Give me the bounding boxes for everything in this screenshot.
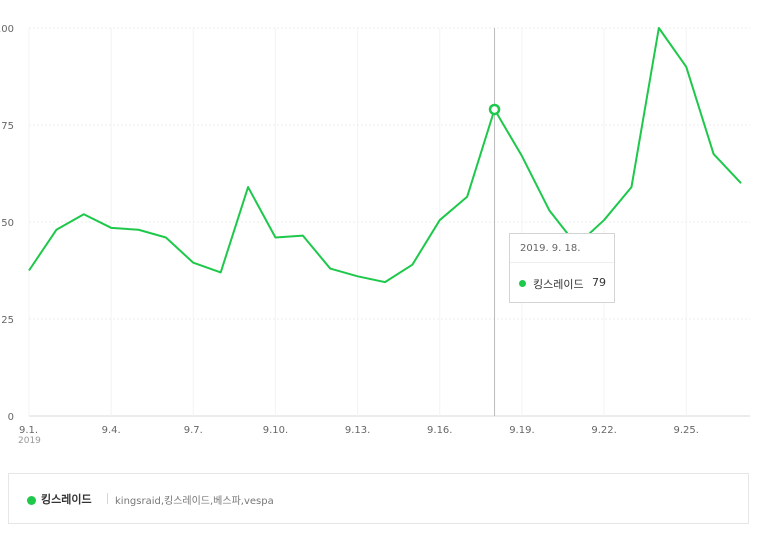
data-point [164, 236, 168, 240]
data-point [520, 154, 524, 158]
grid-lines [28, 27, 750, 417]
y-axis: 0 25 50 75 100 [0, 24, 14, 423]
data-point [657, 26, 661, 30]
line-chart: 0255075100 9.1.9.4.9.7.9.10.9.13.9.16.9.… [0, 24, 750, 446]
data-point [301, 234, 305, 238]
tooltip-series-dot [519, 279, 526, 287]
data-point [137, 228, 141, 232]
x-axis: 9.1. 9.4. 9.7. 9.10. 9.13. 9.16. 9.19. 9.22. 9.2… [18, 425, 699, 446]
x-tick-year-label: 2019 [18, 436, 41, 446]
hover-marker[interactable] [488, 103, 501, 116]
data-point [465, 195, 469, 199]
data-point [356, 274, 360, 278]
x-tick-label: 9.16. [427, 425, 452, 436]
data-point [328, 267, 332, 271]
x-tick-label: 9.1. [19, 425, 38, 436]
legend-separator [107, 493, 108, 504]
tooltip-date: 2019. 9. 18. [510, 234, 614, 263]
tooltip-value: 79 [592, 276, 606, 289]
y-tick-label: 50 [1, 218, 14, 229]
tooltip-series-name: 킹스레이드 [533, 278, 584, 291]
legend-series-name[interactable]: 킹스레이드 [41, 493, 92, 506]
data-point [739, 181, 743, 185]
tooltip: 2019. 9. 18. 킹스레이드 79 [509, 233, 615, 303]
data-point [684, 65, 688, 69]
data-point [219, 270, 223, 274]
series-line-kingsraid [28, 27, 742, 284]
data-point [191, 261, 195, 265]
x-tick-label: 9.7. [184, 425, 203, 436]
data-point [246, 185, 250, 189]
data-point [712, 152, 716, 156]
data-point [547, 208, 551, 212]
legend: 킹스레이드 kingsraid,킹스레이드,베스파,vespa [8, 473, 749, 524]
x-tick-label: 9.13. [345, 425, 370, 436]
x-tick-label: 9.10. [263, 425, 288, 436]
x-tick-label: 9.22. [591, 425, 616, 436]
data-point [629, 185, 633, 189]
data-points [27, 26, 743, 284]
legend-series-dot [27, 496, 36, 505]
data-point [109, 226, 113, 230]
data-point [410, 263, 414, 267]
data-point [273, 236, 277, 240]
x-tick-label: 9.25. [674, 425, 699, 436]
y-tick-label: 75 [1, 121, 14, 132]
x-tick-label: 9.19. [509, 425, 534, 436]
tooltip-row: 킹스레이드 79 [519, 276, 606, 292]
data-point [383, 280, 387, 284]
data-point [602, 218, 606, 222]
legend-keywords: kingsraid,킹스레이드,베스파,vespa [115, 496, 274, 507]
data-point [54, 228, 58, 232]
y-tick-label: 0 [8, 412, 14, 423]
y-tick-label: 25 [1, 315, 14, 326]
y-tick-label: 100 [0, 24, 14, 35]
data-point [82, 212, 86, 216]
data-point [27, 269, 31, 273]
data-point [438, 218, 442, 222]
x-tick-label: 9.4. [102, 425, 121, 436]
